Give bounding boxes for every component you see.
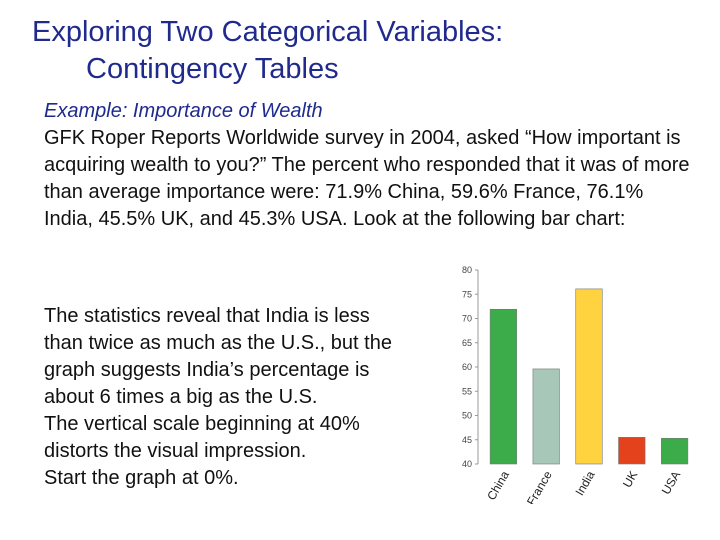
y-tick-label: 50 [462,411,472,421]
y-tick-label: 75 [462,289,472,299]
stats-line: Start the graph at 0%. [44,467,239,489]
stats-line: about 6 times a big as the U.S. [44,386,318,408]
bar-france [532,368,560,465]
stats-line: than twice as much as the U.S., but the [44,332,392,354]
x-tick-label: India [572,468,597,498]
y-tick-label: 65 [462,338,472,348]
title-line-2: Contingency Tables [86,53,339,85]
y-tick-label: 55 [462,386,472,396]
slide-title: Exploring Two Categorical Variables: Con… [32,14,692,88]
stats-line: distorts the visual impression. [44,440,307,462]
bar-uk [618,437,646,465]
example-body: GFK Roper Reports Worldwide survey in 20… [44,127,690,230]
bar-chart: 40 45 50 55 60 65 70 75 80 China France India UK USA [462,265,689,504]
y-tick-label: 70 [462,314,472,324]
y-tick-label: 60 [462,362,472,372]
stats-text: The statistics reveal that India is less… [44,303,464,492]
stats-line: graph suggests India’s percentage is [44,359,370,381]
example-text: Example: Importance of Wealth GFK Roper … [44,98,694,233]
title-line-1: Exploring Two Categorical Variables: [32,16,504,48]
y-tick-label: 40 [462,459,472,469]
bar-usa [661,437,689,465]
y-tick-label: 80 [462,265,472,275]
stats-line: The vertical scale beginning at 40% [44,413,360,435]
x-tick-label: UK [620,469,640,490]
bar-india [575,288,603,465]
x-tick-label: USA [659,469,683,497]
x-tick-label: China [484,468,512,502]
bar-china [489,308,517,465]
x-tick-label: France [524,468,555,504]
example-heading: Example: Importance of Wealth [44,100,323,122]
stats-line: The statistics reveal that India is less [44,305,370,327]
y-tick-label: 45 [462,435,472,445]
